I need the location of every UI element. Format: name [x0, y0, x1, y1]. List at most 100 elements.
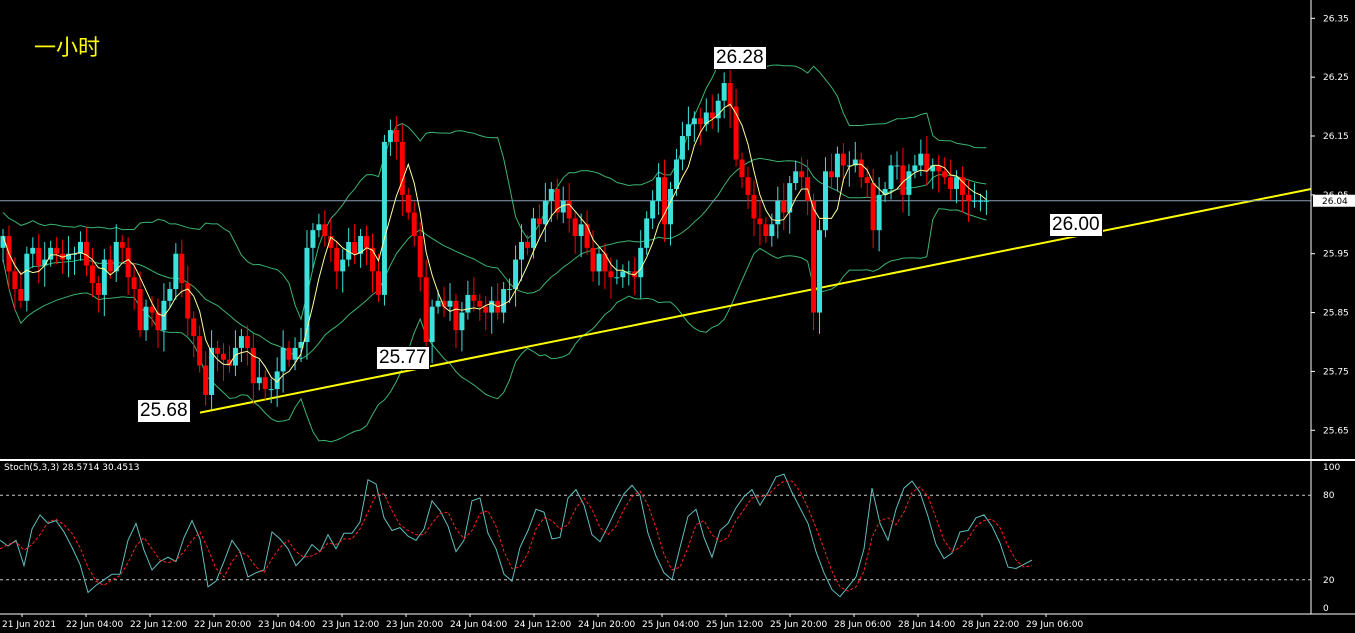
candle [983, 190, 989, 215]
candle [620, 264, 626, 288]
candle [745, 166, 751, 209]
candle [924, 136, 930, 186]
candle [429, 299, 435, 364]
candle [221, 343, 227, 381]
candle [316, 213, 322, 238]
candle [465, 280, 471, 320]
candle [811, 193, 817, 331]
candle [751, 180, 757, 237]
price-tick-label: 25.75 [1323, 367, 1349, 377]
candle [662, 159, 668, 242]
candle [846, 151, 852, 187]
time-tick-label: 24 Jun 12:00 [514, 620, 571, 630]
candle [435, 290, 441, 314]
candle [769, 213, 775, 247]
candle [960, 166, 966, 213]
candle [423, 259, 429, 360]
candle [447, 283, 453, 321]
stoch-tick-label: 0 [1323, 604, 1329, 614]
candle [346, 227, 352, 267]
candle [852, 141, 858, 173]
candle [101, 249, 107, 317]
candle [858, 152, 864, 188]
candle [477, 293, 483, 321]
time-tick-label: 25 Jun 12:00 [706, 620, 763, 630]
candle [77, 231, 83, 261]
candle [721, 72, 727, 119]
candle [191, 311, 197, 358]
candle [286, 340, 292, 367]
candle [125, 237, 131, 295]
candle [822, 157, 828, 238]
fast-ma [2, 103, 987, 383]
candle [787, 176, 793, 234]
candle [215, 340, 221, 372]
candle [370, 233, 376, 293]
candle [548, 181, 554, 222]
candle [602, 243, 608, 290]
candle [709, 94, 715, 129]
candle [173, 243, 179, 300]
candle [405, 187, 411, 220]
candle [143, 299, 149, 341]
candle [417, 221, 423, 292]
candle [304, 230, 310, 360]
candle [697, 107, 703, 146]
price-axis: 26.3526.2526.1526.0525.9525.8525.7525.65… [1311, 14, 1355, 436]
candle [656, 163, 662, 215]
candle [894, 151, 900, 180]
time-tick-label: 22 Jun 12:00 [130, 620, 187, 630]
candle [292, 337, 298, 371]
candle [554, 178, 560, 220]
candle [113, 224, 119, 282]
time-tick-label: 28 Jun 06:00 [834, 620, 891, 630]
candle [310, 223, 316, 270]
candle [328, 218, 334, 262]
candle [524, 234, 530, 255]
candle [644, 211, 650, 255]
support-trendline [199, 187, 1312, 414]
candle [882, 181, 888, 202]
candle [83, 227, 89, 277]
time-tick-label: 21 Jun 2021 [2, 620, 56, 630]
candle [513, 245, 519, 307]
candle [24, 246, 30, 312]
candle [298, 327, 304, 363]
stoch-signal-value: 30.4513 [102, 463, 140, 473]
candle [256, 359, 262, 391]
candle [119, 234, 125, 262]
stoch-main-value: 28.5714 [62, 463, 100, 473]
candle [668, 181, 674, 246]
time-tick-label: 22 Jun 04:00 [66, 620, 123, 630]
candle [489, 286, 495, 334]
candle [805, 159, 811, 215]
candle [691, 111, 697, 142]
stoch-signal-line [0, 480, 1033, 592]
candle [358, 229, 364, 268]
annotation-high: 26.28 [713, 46, 767, 70]
bollinger-lower [2, 208, 987, 443]
chart-title: 一小时 [34, 36, 101, 61]
price-tick-label: 25.95 [1323, 250, 1349, 260]
time-tick-label: 29 Jun 06:00 [1026, 620, 1083, 630]
candle [441, 286, 447, 318]
candle [507, 278, 513, 304]
chart-frame [0, 0, 1355, 615]
candle [715, 93, 721, 133]
annotation-low-2: 25.77 [376, 346, 430, 370]
time-tick-label: 25 Jun 20:00 [770, 620, 827, 630]
price-tick-label: 26.25 [1323, 73, 1349, 83]
candle [0, 229, 6, 262]
time-tick-label: 28 Jun 22:00 [962, 620, 1019, 630]
candle [107, 245, 113, 279]
candle [757, 200, 763, 246]
candle [566, 183, 572, 233]
candle [614, 259, 620, 285]
candles [0, 68, 989, 410]
bollinger-upper [2, 45, 987, 321]
candle [244, 325, 250, 366]
time-tick-label: 28 Jun 14:00 [898, 620, 955, 630]
candle [971, 183, 977, 208]
price-tick-label: 25.65 [1323, 426, 1349, 436]
candle [763, 217, 769, 244]
